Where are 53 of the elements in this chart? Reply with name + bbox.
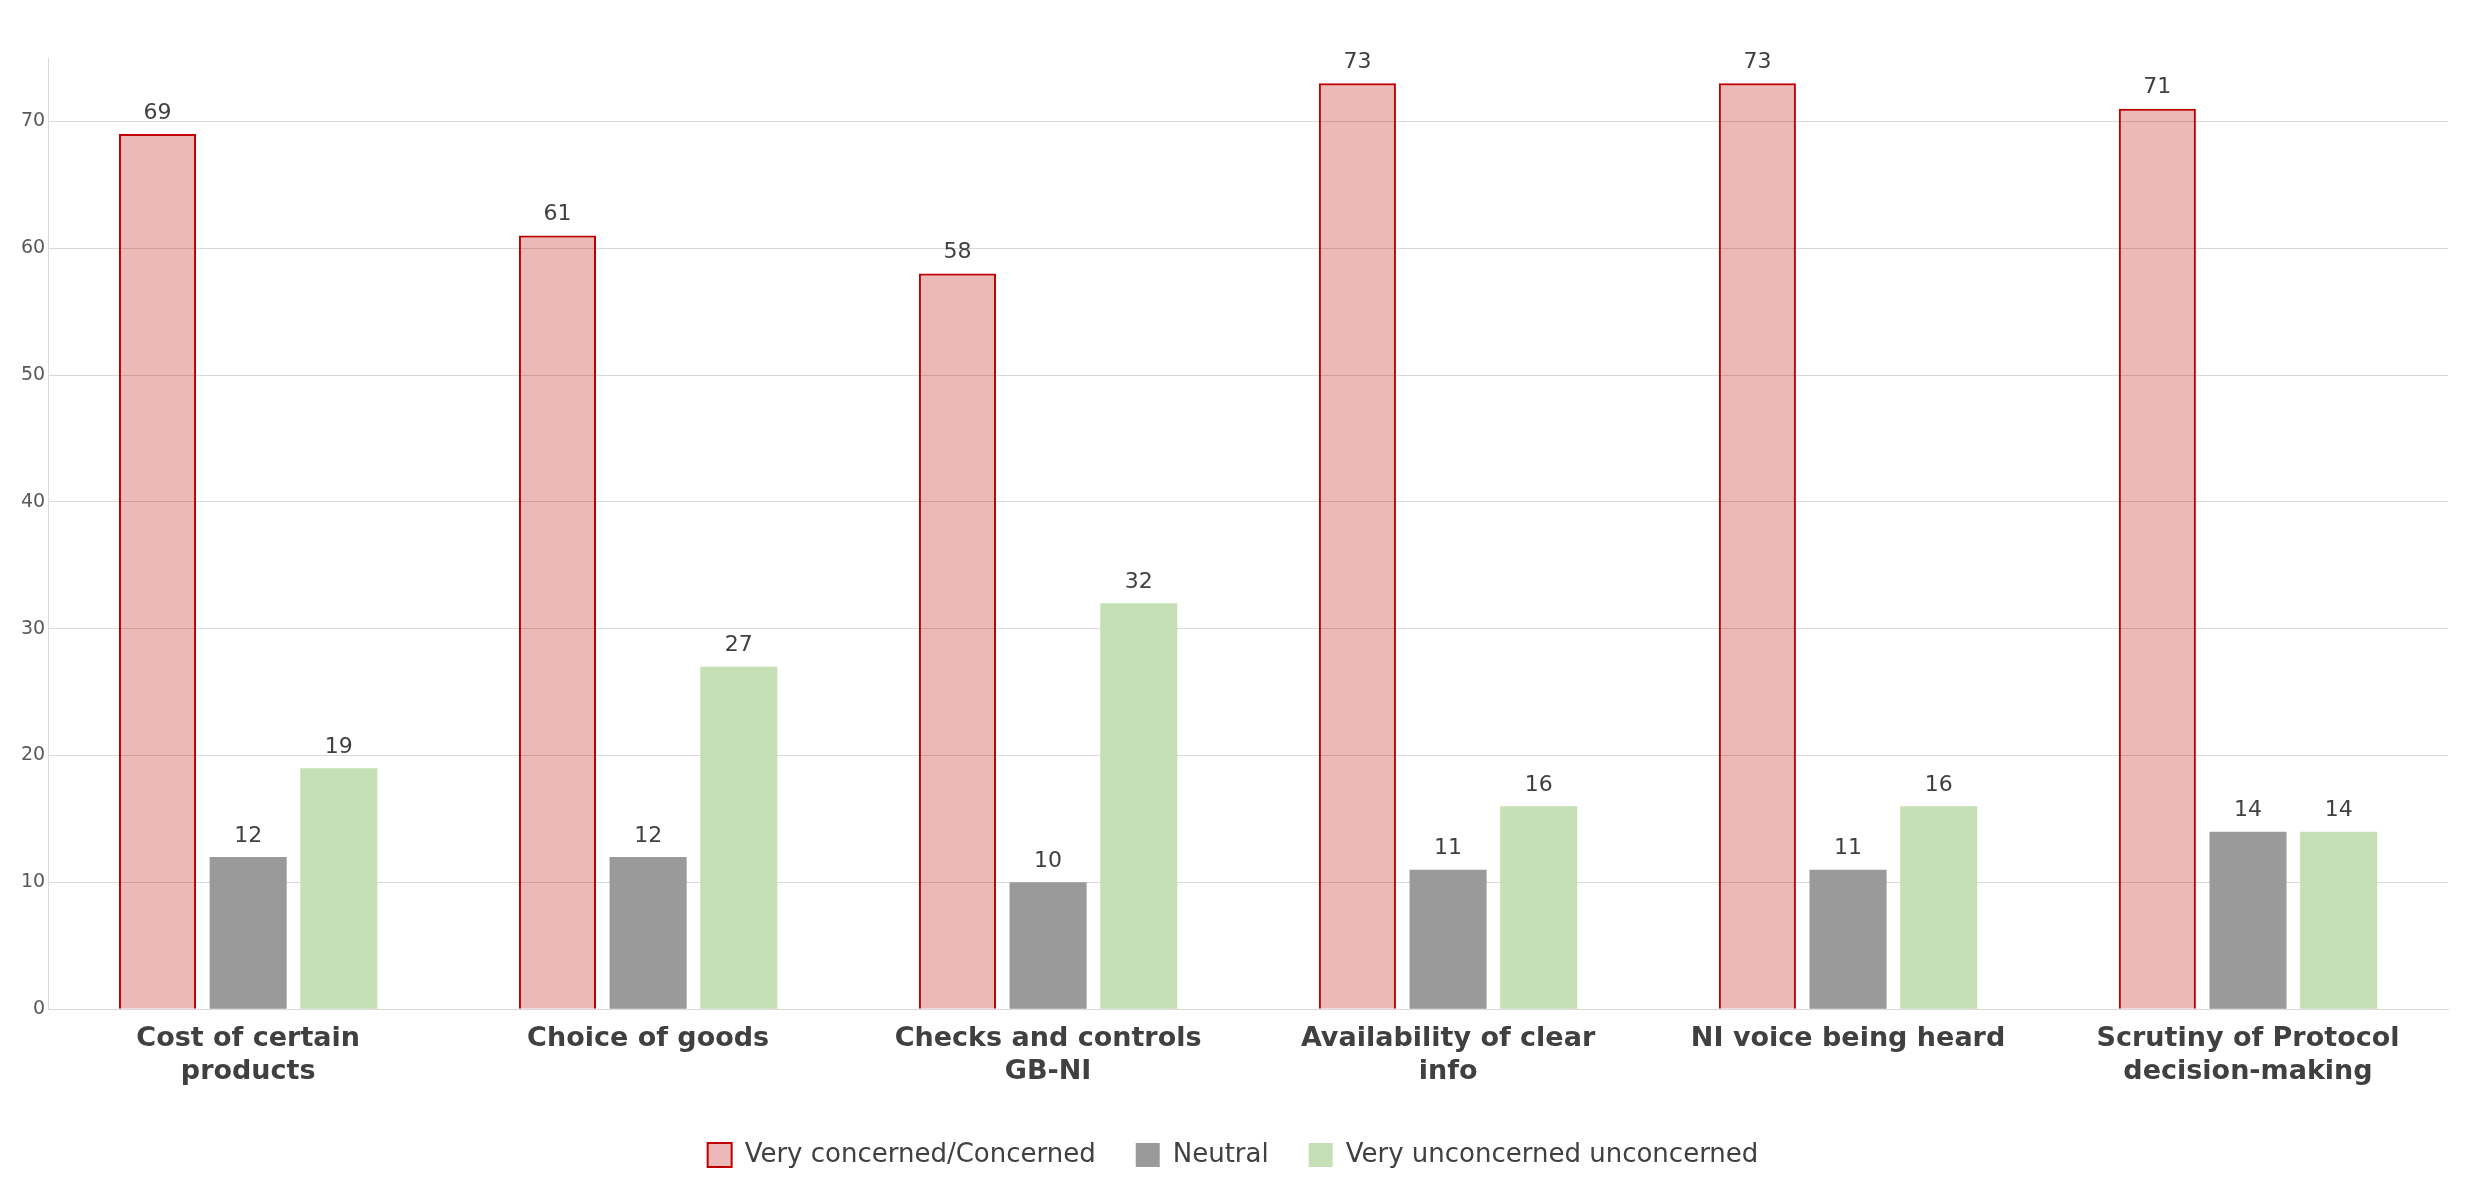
data-label: 27: [724, 631, 753, 657]
y-tick-label: 10: [20, 869, 46, 892]
bar: [209, 857, 287, 1009]
bar: [300, 768, 378, 1009]
data-label: 12: [234, 821, 263, 847]
data-label: 16: [1924, 771, 1953, 796]
x-tick-label: Checks and controls GB-NI: [894, 1021, 1202, 1085]
bar: [1318, 83, 1396, 1009]
data-label: 12: [634, 821, 663, 847]
data-label: 32: [1124, 568, 1153, 594]
x-tick-label: NI voice being heard: [1690, 1021, 2006, 1053]
bar: [118, 134, 197, 1009]
y-tick-label: 30: [20, 615, 46, 638]
data-label: 69: [143, 98, 172, 124]
x-tick-label: Availability of clear info: [1300, 1021, 1596, 1085]
bar: [518, 235, 596, 1009]
data-label: 73: [1343, 48, 1372, 74]
legend-label: Very concerned/Concerned: [744, 1137, 1096, 1168]
x-tick-label: Cost of certain products: [136, 1021, 361, 1085]
bar: [1718, 83, 1796, 1009]
x-tick-label: Scrutiny of Protocol decision-making: [2096, 1021, 2400, 1085]
data-label: 11: [1834, 834, 1863, 860]
y-tick-label: 50: [20, 362, 46, 384]
data-label: 10: [1034, 847, 1063, 873]
bar: [918, 273, 996, 1009]
bar: [2118, 108, 2196, 1009]
data-label: 11: [1434, 834, 1463, 860]
bar: [1900, 806, 1978, 1009]
y-tick-label: 60: [20, 235, 46, 258]
bar: [1500, 806, 1578, 1009]
y-tick-label: 0: [33, 996, 46, 1019]
data-label: 61: [543, 200, 572, 226]
bar: [1409, 869, 1487, 1009]
legend-label: Neutral: [1172, 1137, 1269, 1168]
data-label: 73: [1743, 48, 1772, 74]
bar: [2209, 831, 2287, 1009]
y-tick-label: 70: [20, 108, 46, 131]
bar: [1809, 869, 1887, 1009]
data-label: 19: [324, 732, 353, 758]
data-label: 71: [2143, 73, 2172, 99]
y-tick-label: 40: [20, 488, 46, 511]
bar: [2300, 831, 2378, 1009]
data-label: 16: [1524, 771, 1553, 796]
bar: [609, 857, 687, 1009]
bar: [700, 666, 778, 1009]
x-tick-label: Choice of goods: [527, 1021, 770, 1053]
data-label: 14: [2234, 796, 2263, 822]
y-tick-label: 20: [20, 742, 46, 765]
legend-label: Very unconcerned unconcerned: [1345, 1137, 1759, 1168]
data-label: 58: [943, 238, 972, 264]
data-label: 14: [2324, 796, 2353, 822]
bar: [1009, 882, 1087, 1009]
bar: [1100, 603, 1178, 1009]
